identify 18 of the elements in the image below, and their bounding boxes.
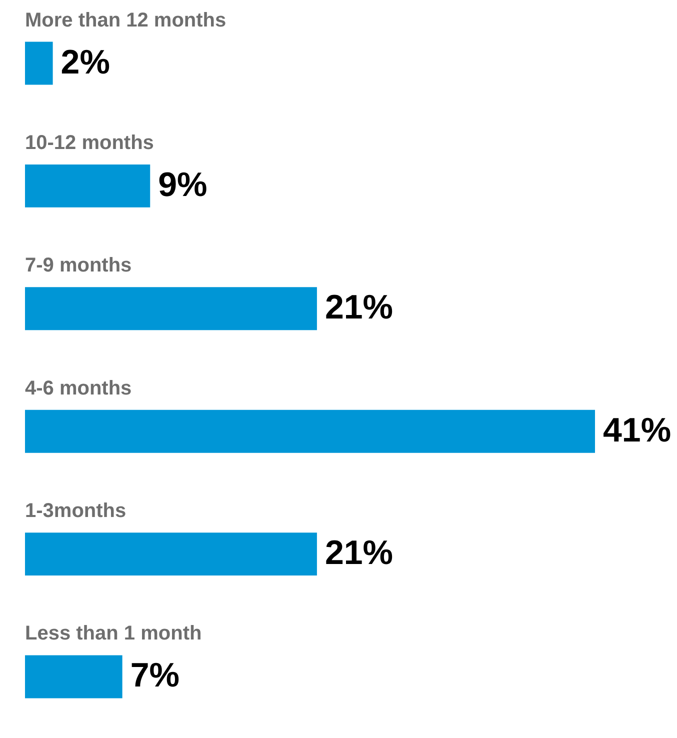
data-label: 41% <box>603 411 672 450</box>
bar <box>25 164 150 208</box>
bar <box>25 410 595 453</box>
data-label: 21% <box>324 534 394 572</box>
bar <box>25 532 317 576</box>
y-tick-label: Less than 1 month <box>25 622 202 645</box>
data-label: 2% <box>60 43 110 82</box>
y-tick-label: 7-9 months <box>25 254 132 277</box>
data-label: 21% <box>324 288 394 327</box>
data-label: 7% <box>130 656 180 695</box>
y-tick-label: 10-12 months <box>25 132 154 154</box>
bar <box>25 655 122 698</box>
y-tick-label: More than 12 months <box>25 9 226 32</box>
y-tick-label: 1-3months <box>25 500 126 522</box>
y-tick-label: 4-6 months <box>25 377 132 400</box>
data-label: 9% <box>158 166 208 204</box>
bar <box>25 287 317 330</box>
bar <box>25 42 53 85</box>
